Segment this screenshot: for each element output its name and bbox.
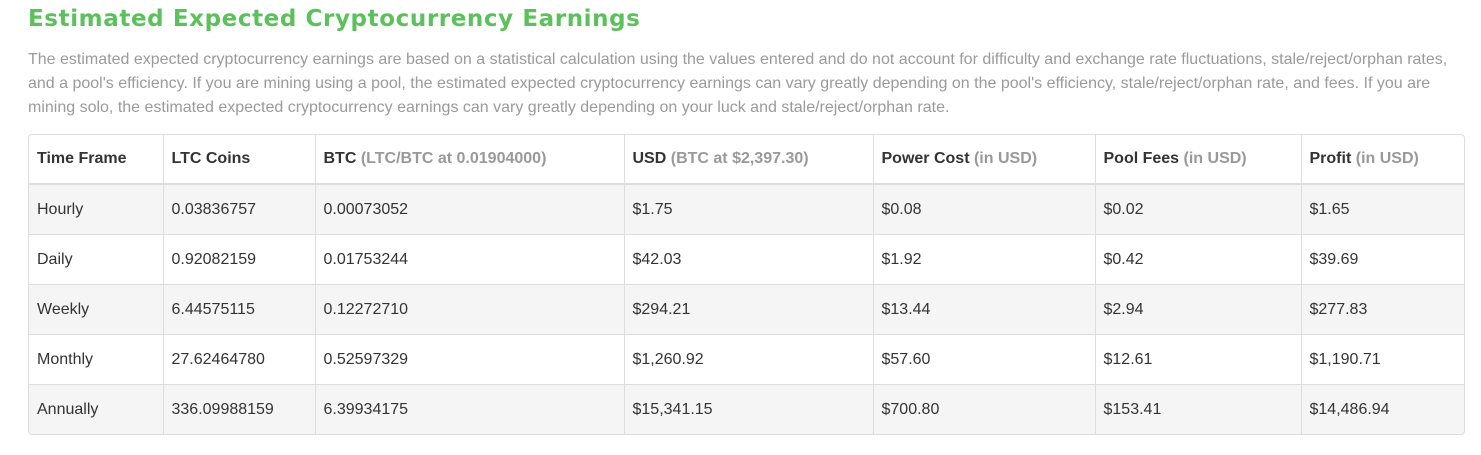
cell-btc: 0.01753244: [314, 234, 624, 285]
header-btc-rate: (LTC/BTC at 0.01904000): [360, 150, 547, 167]
header-pool-fees-unit: (in USD): [1183, 150, 1247, 167]
table-header-row: Time Frame LTC Coins BTC (LTC/BTC at 0.0…: [29, 135, 1464, 185]
header-usd: USD (BTC at $2,397.30): [623, 135, 873, 185]
cell-pool-fees: $153.41: [1094, 384, 1301, 434]
cell-profit: $277.83: [1300, 284, 1464, 335]
table-row: Daily 0.92082159 0.01753244 $42.03 $1.92…: [29, 234, 1464, 285]
cell-time-frame: Weekly: [29, 284, 163, 335]
cell-ltc-coins: 0.03836757: [162, 184, 315, 235]
cell-profit: $1.65: [1300, 184, 1464, 235]
cell-usd: $1.75: [623, 184, 873, 235]
header-pool-fees: Pool Fees (in USD): [1094, 135, 1301, 185]
cell-time-frame: Daily: [29, 234, 163, 285]
cell-ltc-coins: 6.44575115: [162, 284, 315, 335]
header-ltc-coins: LTC Coins: [162, 135, 315, 185]
header-power-cost: Power Cost (in USD): [872, 135, 1095, 185]
header-power-cost-unit: (in USD): [973, 150, 1038, 167]
header-usd-rate: (BTC at $2,397.30): [670, 150, 809, 167]
cell-pool-fees: $12.61: [1094, 334, 1301, 385]
cell-btc: 0.52597329: [314, 334, 624, 385]
cell-pool-fees: $2.94: [1094, 284, 1301, 335]
cell-profit: $1,190.71: [1300, 334, 1464, 385]
section-description: The estimated expected cryptocurrency ea…: [28, 51, 1448, 116]
cell-usd: $1,260.92: [623, 334, 873, 385]
cell-ltc-coins: 27.62464780: [162, 334, 315, 385]
cell-pool-fees: $0.02: [1094, 184, 1301, 235]
header-btc: BTC (LTC/BTC at 0.01904000): [314, 135, 624, 185]
cell-usd: $294.21: [623, 284, 873, 335]
cell-btc: 0.12272710: [314, 284, 624, 335]
cell-time-frame: Monthly: [29, 334, 163, 385]
cell-power-cost: $1.92: [872, 234, 1095, 285]
earnings-table: Time Frame LTC Coins BTC (LTC/BTC at 0.0…: [29, 135, 1464, 434]
cell-btc: 0.00073052: [314, 184, 624, 235]
cell-time-frame: Hourly: [29, 184, 163, 235]
table-row: Hourly 0.03836757 0.00073052 $1.75 $0.08…: [29, 184, 1464, 235]
cell-profit: $39.69: [1300, 234, 1464, 285]
section-title: Estimated Expected Cryptocurrency Earnin…: [28, 6, 641, 32]
cell-power-cost: $700.80: [872, 384, 1095, 434]
table-row: Weekly 6.44575115 0.12272710 $294.21 $13…: [29, 284, 1464, 335]
earnings-section: Estimated Expected Cryptocurrency Earnin…: [28, 0, 1465, 435]
cell-pool-fees: $0.42: [1094, 234, 1301, 285]
cell-power-cost: $0.08: [872, 184, 1095, 235]
cell-power-cost: $57.60: [872, 334, 1095, 385]
header-profit: Profit (in USD): [1300, 135, 1464, 185]
header-time-frame: Time Frame: [29, 135, 163, 185]
cell-usd: $15,341.15: [623, 384, 873, 434]
cell-profit: $14,486.94: [1300, 384, 1464, 434]
table-row: Annually 336.09988159 6.39934175 $15,341…: [29, 384, 1464, 434]
cell-ltc-coins: 0.92082159: [162, 234, 315, 285]
earnings-table-container: Time Frame LTC Coins BTC (LTC/BTC at 0.0…: [28, 134, 1465, 435]
cell-btc: 6.39934175: [314, 384, 624, 434]
table-row: Monthly 27.62464780 0.52597329 $1,260.92…: [29, 334, 1464, 385]
cell-time-frame: Annually: [29, 384, 163, 434]
cell-ltc-coins: 336.09988159: [162, 384, 315, 434]
cell-usd: $42.03: [623, 234, 873, 285]
header-profit-unit: (in USD): [1355, 150, 1419, 167]
cell-power-cost: $13.44: [872, 284, 1095, 335]
